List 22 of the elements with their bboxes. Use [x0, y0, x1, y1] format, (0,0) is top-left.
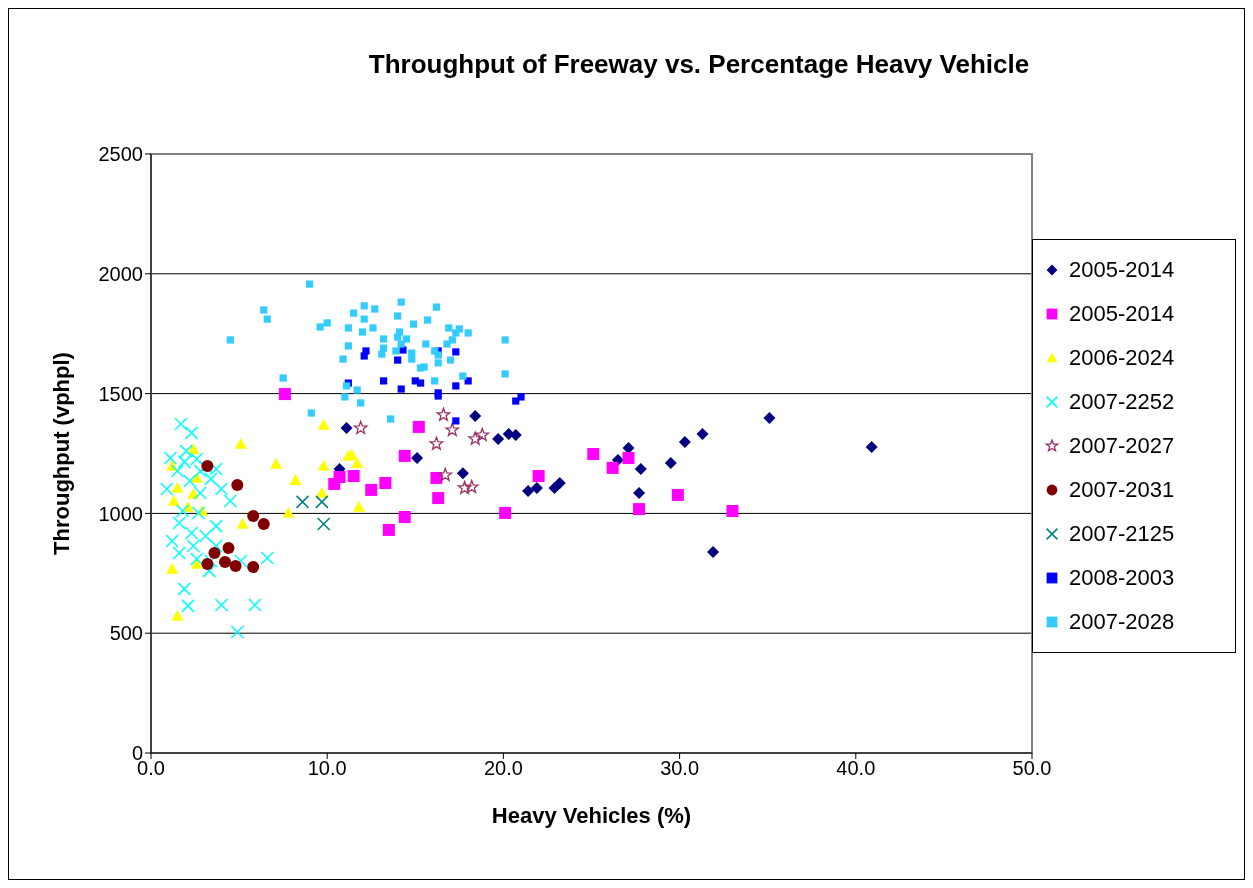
y-tick-label: 2500: [98, 143, 143, 166]
x-tick-label: 10.0: [307, 757, 347, 780]
legend-label: 2005-2014: [1069, 301, 1175, 327]
legend-label: 2007-2252: [1069, 389, 1175, 415]
x-tick-label: 30.0: [660, 757, 700, 780]
legend-label: 2007-2027: [1069, 433, 1175, 459]
y-tick-label: 1000: [98, 502, 143, 525]
y-tick-label: 1500: [98, 382, 143, 405]
chart-title: Throughput of Freeway vs. Percentage Heavy Vehicle: [367, 49, 1031, 80]
x-tick-label: 50.0: [1012, 757, 1052, 780]
legend-label: 2008-2003: [1069, 565, 1175, 591]
legend-label: 2006-2024: [1069, 345, 1175, 371]
y-tick-label: 500: [109, 622, 143, 645]
legend-label: 2007-2028: [1069, 609, 1175, 635]
legend-label: 2005-2014: [1069, 257, 1175, 283]
x-axis-title: Heavy Vehicles (%): [491, 803, 692, 828]
x-tick-label: 40.0: [836, 757, 876, 780]
legend-label: 2007-2031: [1069, 477, 1175, 503]
legend-label: 2007-2125: [1069, 521, 1175, 547]
x-tick-label: 20.0: [483, 757, 523, 780]
y-axis-title: Throughput (vphpl): [48, 352, 74, 555]
y-tick-label: 2000: [98, 262, 143, 285]
